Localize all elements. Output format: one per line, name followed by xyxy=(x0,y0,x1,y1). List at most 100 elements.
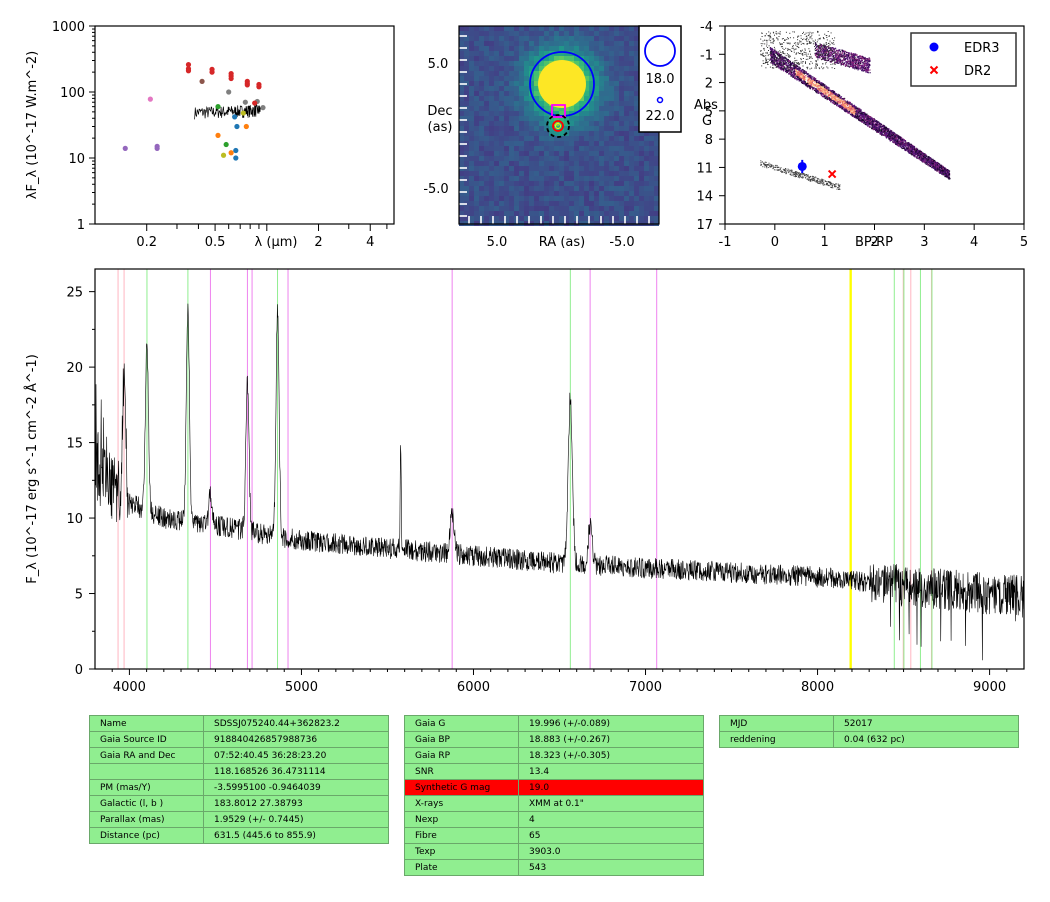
image-panel: 5.0 -5.0 Dec (as) 5.0 -5.0 RA (as) 18.0 22.0 xyxy=(423,25,682,250)
table-key-cell: Gaia G xyxy=(404,715,519,732)
sed-point xyxy=(147,96,153,102)
table-value-cell: 0.04 (632 pc) xyxy=(833,731,1019,748)
hr-legend xyxy=(910,32,1017,87)
spectrum-ytick-label: 25 xyxy=(66,286,83,301)
table-row: X-rays XMM at 0.1" xyxy=(404,795,704,812)
table-row: Gaia G 19.996 (+/-0.089) xyxy=(404,715,704,732)
sed-point xyxy=(209,69,215,75)
table-key-cell: reddening xyxy=(719,731,834,748)
table-key-cell: Texp xyxy=(404,843,519,860)
sed-point xyxy=(220,152,227,158)
table-key-cell: SNR xyxy=(404,763,519,780)
table-key-cell: Galactic (l, b ) xyxy=(89,795,204,812)
table-value-cell: 65 xyxy=(518,827,704,844)
table-row: Name SDSSJ075240.44+362823.2 xyxy=(89,715,389,732)
table-value-cell: 918840426857988736 xyxy=(203,731,389,748)
table-row: Nexp 4 xyxy=(404,811,704,828)
hr-ytick-label: -4 xyxy=(700,20,713,35)
hr-xtick-label: 4 xyxy=(970,235,978,250)
legend-edr3-label: EDR3 xyxy=(964,41,1000,56)
sed-point xyxy=(228,150,234,156)
table-key-cell: Parallax (mas) xyxy=(89,811,204,828)
image-xtick-label: -5.0 xyxy=(609,235,634,250)
hr-xtick-label: 5 xyxy=(1020,235,1028,250)
sed-frame xyxy=(94,25,395,225)
image-ytick-label: 5.0 xyxy=(428,57,449,72)
table-value-cell: 183.8012 27.38793 xyxy=(203,795,389,812)
hr-ytick-label: 2 xyxy=(705,77,713,92)
table-value-cell: -3.5995100 -0.9464039 xyxy=(203,779,389,796)
spectrum-xtick-label: 8000 xyxy=(801,680,834,695)
sed-point xyxy=(244,82,250,88)
hr-ytick-label: 14 xyxy=(696,190,713,205)
spectrum-ytick-label: 20 xyxy=(66,361,83,376)
sed-point xyxy=(252,100,258,106)
hr-background-density xyxy=(760,30,951,190)
table-row: PM (mas/Y) -3.5995100 -0.9464039 xyxy=(89,779,389,796)
table-value-cell: 13.4 xyxy=(518,763,704,780)
sed-point xyxy=(226,89,232,95)
sed-point xyxy=(223,141,229,148)
hr-ytick-label: 11 xyxy=(696,161,713,176)
table-key-cell: MJD xyxy=(719,715,834,732)
spectrum-ytick-label: 10 xyxy=(66,512,83,527)
table-row: Gaia Source ID 918840426857988736 xyxy=(89,731,389,748)
table-key-cell: Gaia RP xyxy=(404,747,519,764)
legend-dr2-label: DR2 xyxy=(964,64,991,79)
sed-point xyxy=(199,78,205,84)
table-row: Texp 3903.0 xyxy=(404,843,704,860)
sed-point xyxy=(215,132,221,139)
sed-ytick-label: 100 xyxy=(60,86,85,101)
sed-point xyxy=(233,147,239,154)
table-row: Synthetic G mag 19.0 xyxy=(404,779,704,796)
table-key-cell: Plate xyxy=(404,859,519,876)
hr-xtick-label: 1 xyxy=(821,235,829,250)
table-value-cell: 118.168526 36.4731114 xyxy=(203,763,389,780)
table-value-cell: 07:52:40.45 36:28:23.20 xyxy=(203,747,389,764)
dr2-point xyxy=(827,169,837,179)
sed-point xyxy=(185,62,192,68)
hr-ytick-label: 8 xyxy=(705,133,713,148)
table-value-cell: 4 xyxy=(518,811,704,828)
legend-circle-large xyxy=(644,35,676,67)
image-xlabel: RA (as) xyxy=(539,235,585,250)
legend-size-label: 18.0 xyxy=(646,72,675,87)
sed-ylabel: λF_λ (10^-17 W.m^-2) xyxy=(25,51,40,199)
table-row: Distance (pc) 631.5 (445.6 to 855.9) xyxy=(89,827,389,844)
sed-ytick-label: 10 xyxy=(68,152,85,167)
table-value-cell: 1.9529 (+/- 0.7445) xyxy=(203,811,389,828)
table-key-cell: Name xyxy=(89,715,204,732)
table-value-cell: 19.0 xyxy=(518,779,704,796)
sed-ytick-label: 1000 xyxy=(52,20,85,35)
image-xtick-label: 5.0 xyxy=(487,235,508,250)
hr-xlabel: BP-RP xyxy=(855,235,893,250)
image-pixels xyxy=(459,26,659,226)
hr-ylabel: G xyxy=(702,114,712,129)
spectrum-xtick-label: 9000 xyxy=(973,680,1006,695)
hr-xtick-label: 2 xyxy=(870,235,878,250)
sed-xtick-label: 2 xyxy=(314,235,322,250)
table-value-cell: 19.996 (+/-0.089) xyxy=(518,715,704,732)
aperture-circle xyxy=(529,51,595,117)
table-value-cell: 543 xyxy=(518,859,704,876)
table-key-cell: Distance (pc) xyxy=(89,827,204,844)
table-value-cell: XMM at 0.1" xyxy=(518,795,704,812)
target-red-circle xyxy=(552,120,564,132)
table-value-cell: 3903.0 xyxy=(518,843,704,860)
legend-size-label: 22.0 xyxy=(646,109,675,124)
hr-xtick-label: -1 xyxy=(719,235,732,250)
table-key-cell: X-rays xyxy=(404,795,519,812)
edr3-point xyxy=(797,161,807,171)
sed-panel: 1 10 100 1000 0.2 0.5 2 4 λ (μm) λF_λ (10^-17 W.m… xyxy=(25,20,395,250)
sed-xtick-label: 0.5 xyxy=(205,235,226,250)
sed-point xyxy=(215,104,221,110)
sed-spectrum-line xyxy=(194,103,261,120)
image-ytick-label: -5.0 xyxy=(423,182,448,197)
legend-circle-small xyxy=(656,96,664,104)
sed-point xyxy=(185,68,192,74)
hr-ytick-label: -1 xyxy=(700,48,713,63)
spectrum-xtick-label: 7000 xyxy=(629,680,662,695)
table-row: Plate 543 xyxy=(404,859,704,876)
table-row: Fibre 65 xyxy=(404,827,704,844)
